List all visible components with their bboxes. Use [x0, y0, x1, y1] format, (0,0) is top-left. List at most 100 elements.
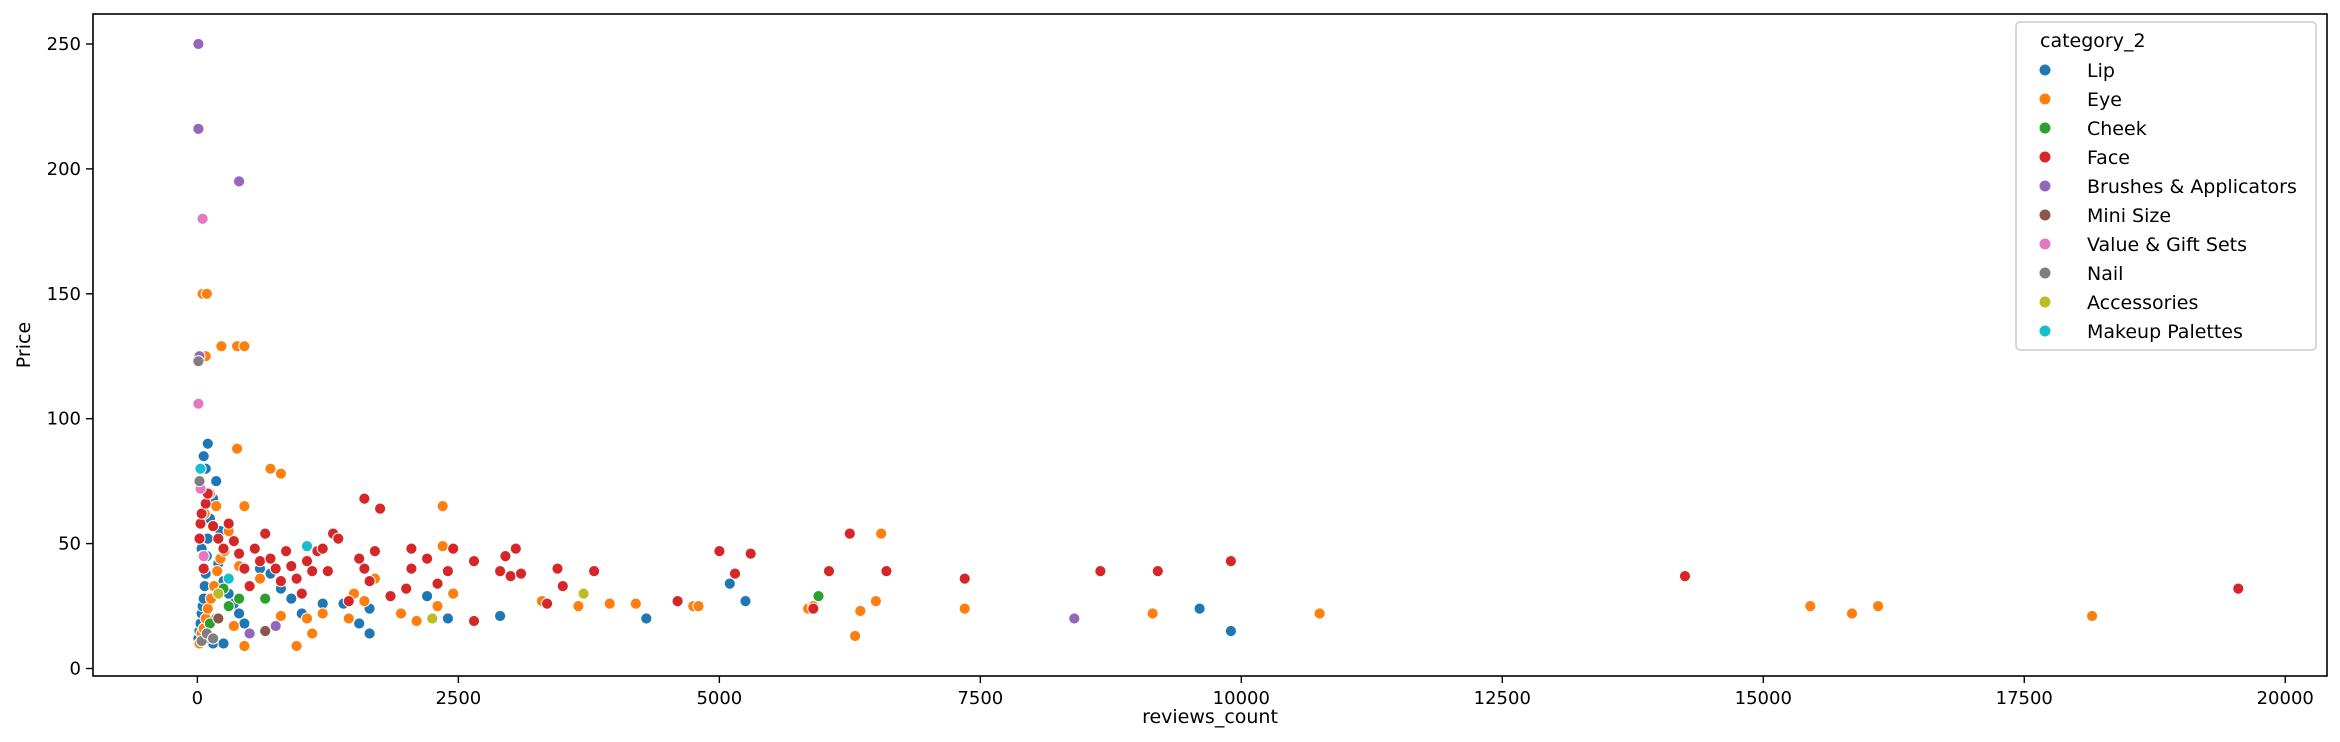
data-point [280, 545, 293, 558]
legend-marker [2038, 92, 2052, 106]
y-axis: 0 50 100 150 200 250 [47, 34, 93, 680]
data-point [494, 609, 507, 623]
legend-marker [2038, 295, 2052, 309]
legend-title: category_2 [2040, 30, 2146, 52]
data-point [321, 565, 334, 578]
data-point [300, 555, 314, 568]
x-axis: 0 2500 5000 7500 10000 12500 15000 17500 20000 [192, 676, 2314, 709]
data-point [713, 545, 726, 558]
data-point [238, 617, 251, 630]
data-point [1845, 607, 1859, 620]
legend-label: Brushes & Applicators [2087, 176, 2297, 198]
data-point [253, 555, 267, 568]
x-axis-title: reviews_count [1142, 706, 1278, 728]
data-point [499, 550, 512, 563]
y-tick-label: 200 [47, 159, 81, 180]
series-8 [212, 587, 590, 625]
data-point [222, 600, 235, 613]
data-point [1224, 624, 1238, 638]
x-tick-label: 0 [192, 688, 203, 709]
x-tick-label: 20000 [2257, 688, 2314, 709]
data-point [723, 577, 736, 590]
data-point [238, 340, 251, 353]
data-point [441, 565, 454, 578]
legend-label: Cheek [2087, 118, 2147, 140]
data-point [728, 567, 742, 580]
data-point [880, 565, 893, 578]
legend-label: Makeup Palettes [2087, 321, 2243, 343]
data-point [410, 614, 423, 628]
data-point [363, 627, 376, 640]
data-point [259, 624, 272, 638]
data-point [193, 532, 206, 545]
data-point [207, 632, 220, 645]
data-point [958, 572, 971, 585]
legend-marker [2038, 150, 2052, 164]
data-point [238, 500, 251, 513]
legend-marker [2038, 237, 2052, 251]
data-point [274, 575, 287, 588]
data-point [306, 627, 319, 640]
data-point [514, 567, 528, 580]
data-point [421, 552, 434, 565]
data-point [196, 212, 209, 225]
y-tick-label: 150 [47, 284, 81, 305]
legend-marker [2038, 324, 2052, 338]
data-point [259, 592, 272, 605]
data-point [1224, 555, 1238, 568]
data-point [1193, 602, 1206, 615]
data-point [194, 462, 207, 475]
legend-box [2015, 21, 2317, 351]
data-point [958, 602, 971, 615]
data-point [290, 639, 303, 653]
data-point [217, 637, 230, 650]
data-point [231, 442, 244, 455]
data-point [640, 612, 653, 625]
data-point [253, 572, 267, 585]
data-point [812, 590, 825, 603]
data-point [588, 565, 601, 578]
data-point [1804, 600, 1817, 613]
data-point [316, 542, 329, 555]
data-point [285, 560, 298, 573]
data-point [358, 562, 371, 575]
series-3 [193, 487, 2245, 628]
data-point [1872, 600, 1885, 613]
series-6 [192, 212, 210, 563]
x-tick-label: 10000 [1213, 688, 1270, 709]
x-tick-label: 15000 [1735, 688, 1792, 709]
data-point [441, 612, 454, 625]
data-point [197, 550, 210, 563]
series-7 [192, 355, 220, 648]
data-point [233, 547, 246, 560]
data-point [436, 540, 449, 553]
data-point [374, 502, 387, 515]
legend-label: Mini Size [2087, 205, 2171, 227]
data-point [233, 607, 246, 620]
data-point [394, 607, 408, 620]
data-point [269, 619, 282, 633]
data-point [210, 475, 223, 488]
data-point [207, 520, 220, 533]
data-point [353, 552, 366, 565]
data-point [1094, 565, 1107, 578]
legend-label: Value & Gift Sets [2087, 234, 2247, 256]
data-point [843, 527, 856, 540]
data-point [405, 542, 418, 555]
legend-marker [2038, 208, 2052, 222]
data-point [259, 527, 272, 540]
data-point [274, 609, 287, 623]
legend-marker [2038, 266, 2052, 280]
plot-frame [92, 13, 2328, 677]
data-point [269, 562, 282, 575]
data-point [1313, 607, 1326, 620]
data-point [264, 552, 277, 565]
data-point [431, 577, 444, 590]
legend: category_2 Lip Eye Cheek Face Brushes & Appl… [2015, 21, 2317, 351]
data-point [306, 565, 319, 578]
data-point [353, 617, 366, 630]
data-point [217, 542, 230, 555]
data-point [192, 122, 205, 135]
data-point [629, 597, 642, 610]
